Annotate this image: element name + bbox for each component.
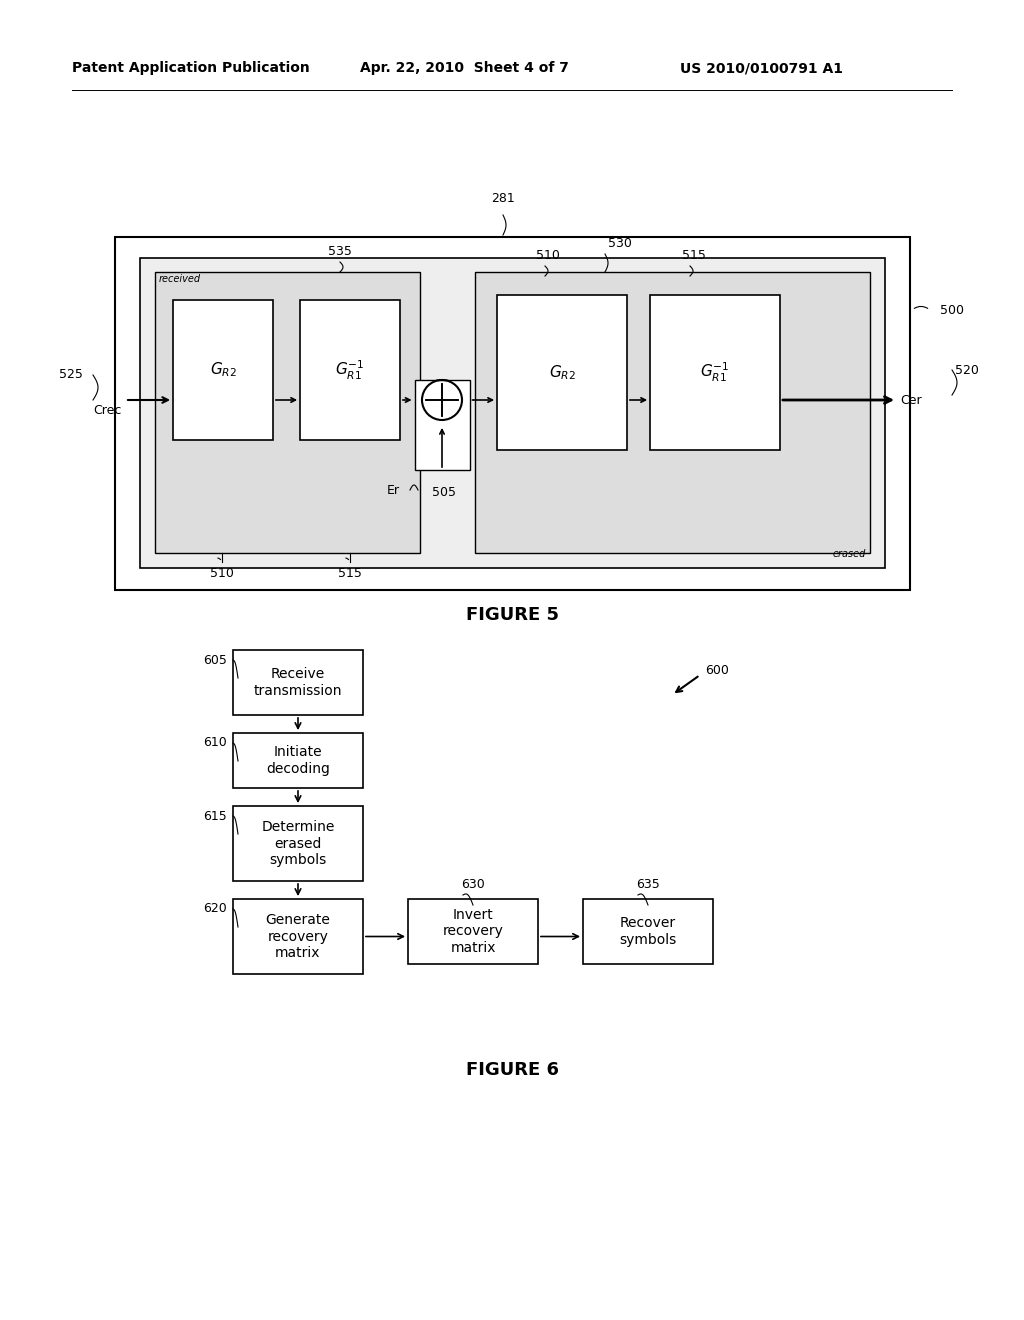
Text: 610: 610 (203, 737, 227, 750)
Text: Invert
recovery
matrix: Invert recovery matrix (442, 908, 504, 954)
Text: received: received (159, 275, 201, 284)
Text: erased: erased (833, 549, 866, 558)
Text: 600: 600 (705, 664, 729, 676)
Bar (415, 380, 469, 470)
Text: 525: 525 (59, 368, 83, 381)
Text: Patent Application Publication: Patent Application Publication (72, 61, 309, 75)
Text: 605: 605 (203, 653, 227, 667)
Text: $G_{R2}$: $G_{R2}$ (549, 363, 575, 381)
Text: $G_{R2}$: $G_{R2}$ (210, 360, 237, 379)
Text: 635: 635 (636, 878, 659, 891)
Text: 630: 630 (461, 878, 485, 891)
Bar (140, 257, 885, 568)
Text: Cer: Cer (900, 393, 922, 407)
Text: Crec: Crec (93, 404, 122, 417)
Text: 520: 520 (955, 363, 979, 376)
Bar (583, 899, 713, 964)
Bar (233, 649, 362, 715)
Text: Receive
transmission: Receive transmission (254, 668, 342, 697)
Text: FIGURE 5: FIGURE 5 (466, 606, 558, 624)
Bar (497, 294, 627, 450)
Bar (173, 300, 273, 440)
Bar (650, 294, 780, 450)
Bar (115, 238, 910, 590)
Bar (233, 899, 362, 974)
Text: Determine
erased
symbols: Determine erased symbols (261, 820, 335, 867)
Bar (233, 733, 362, 788)
Text: 515: 515 (682, 249, 706, 261)
Text: US 2010/0100791 A1: US 2010/0100791 A1 (680, 61, 843, 75)
Bar (475, 272, 870, 553)
Text: 515: 515 (338, 568, 361, 579)
Text: Er: Er (387, 483, 400, 496)
Text: 615: 615 (203, 809, 227, 822)
Text: 530: 530 (608, 238, 632, 249)
Bar (300, 300, 400, 440)
Text: Initiate
decoding: Initiate decoding (266, 746, 330, 776)
Text: Recover
symbols: Recover symbols (620, 916, 677, 946)
Text: 510: 510 (536, 249, 560, 261)
Bar (408, 899, 538, 964)
Text: 535: 535 (328, 246, 352, 257)
Text: 505: 505 (432, 487, 456, 499)
Text: 281: 281 (492, 191, 515, 205)
Bar (155, 272, 420, 553)
Bar (233, 807, 362, 880)
Text: 500: 500 (940, 304, 964, 317)
Text: 620: 620 (203, 903, 227, 916)
Text: $G_{R1}^{-1}$: $G_{R1}^{-1}$ (335, 359, 365, 381)
Text: 510: 510 (210, 568, 233, 579)
Text: Generate
recovery
matrix: Generate recovery matrix (265, 913, 331, 960)
Text: Apr. 22, 2010  Sheet 4 of 7: Apr. 22, 2010 Sheet 4 of 7 (360, 61, 569, 75)
Text: FIGURE 6: FIGURE 6 (466, 1061, 558, 1078)
Text: $G_{R1}^{-1}$: $G_{R1}^{-1}$ (700, 360, 730, 384)
